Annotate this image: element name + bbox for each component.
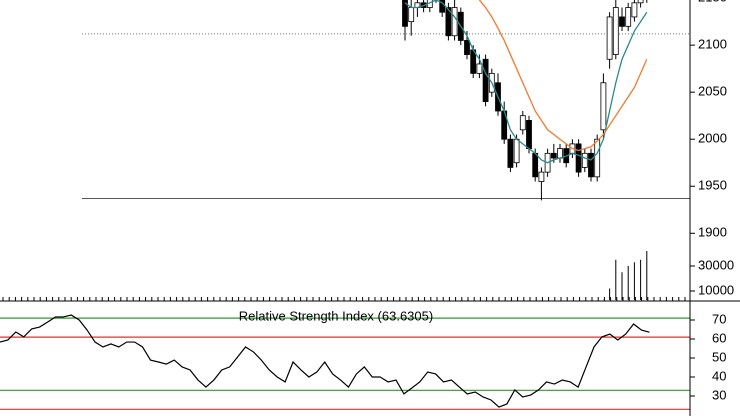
candle-body	[600, 82, 607, 131]
candle-body	[631, 2, 638, 18]
rsi-line	[0, 314, 650, 408]
rsi-title: Relative Strength Index (63.6305)	[239, 308, 433, 323]
y-tick-label: 1950	[698, 178, 727, 193]
y-tick-label: 2000	[698, 131, 727, 146]
candle-body	[408, 7, 415, 23]
rsi-panel	[0, 314, 690, 410]
candle-body	[625, 7, 632, 27]
candle-body	[619, 16, 625, 27]
candle-body	[532, 152, 539, 178]
y-tick-label: 2100	[698, 37, 727, 52]
candle-body	[464, 40, 470, 55]
moving-average	[478, 0, 648, 152]
candle-body	[482, 58, 489, 102]
candle-body	[612, 7, 619, 55]
price-panel	[82, 0, 690, 300]
moving-average	[404, 0, 648, 164]
candle-body	[451, 7, 458, 37]
y-tick-label: 10000	[698, 282, 734, 297]
y-tick-label: 60	[712, 330, 726, 345]
candle-body	[557, 148, 563, 159]
candle-body	[594, 138, 601, 178]
y-tick-label: 30000	[698, 257, 734, 272]
candle-body	[507, 138, 514, 168]
y-tick-label: 1900	[698, 225, 727, 240]
candle-body	[588, 152, 594, 178]
y-tick-label: 30	[712, 387, 726, 402]
y-tick-label: 40	[712, 368, 726, 383]
candle-body	[402, 0, 408, 27]
y-tick-label: 50	[712, 349, 726, 364]
y-tick-label: 2050	[698, 84, 727, 99]
candle-body	[575, 143, 582, 173]
candle-body	[476, 63, 483, 74]
y-tick-label: 2150	[698, 0, 727, 5]
candle-body	[426, 0, 433, 8]
candle-body	[445, 7, 452, 37]
candle-body	[606, 16, 613, 60]
candle-body	[519, 115, 526, 131]
candle-body	[581, 152, 588, 168]
candle-body	[550, 152, 557, 159]
y-tick-label: 70	[712, 311, 726, 326]
candle-body	[637, 0, 644, 4]
candle-body	[538, 171, 545, 182]
candle-body	[513, 138, 520, 164]
candle-body	[526, 120, 532, 150]
